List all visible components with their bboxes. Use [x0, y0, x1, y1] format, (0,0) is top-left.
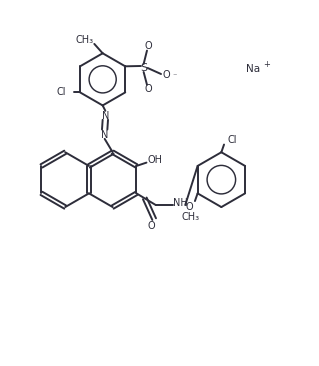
Text: CH₃: CH₃	[76, 34, 94, 45]
Text: O: O	[144, 84, 152, 94]
Text: N: N	[101, 130, 108, 140]
Text: Na: Na	[246, 64, 260, 74]
Text: O: O	[163, 70, 170, 81]
Text: S: S	[140, 63, 147, 73]
Text: NH: NH	[173, 198, 187, 208]
Text: OH: OH	[148, 155, 163, 165]
Text: Cl: Cl	[227, 135, 237, 145]
Text: +: +	[263, 60, 270, 69]
Text: ⁻: ⁻	[172, 71, 177, 80]
Text: O: O	[144, 41, 152, 51]
Text: CH₃: CH₃	[181, 212, 199, 222]
Text: Cl: Cl	[57, 87, 66, 97]
Text: N: N	[102, 111, 109, 121]
Text: O: O	[148, 221, 155, 231]
Text: O: O	[185, 202, 193, 212]
